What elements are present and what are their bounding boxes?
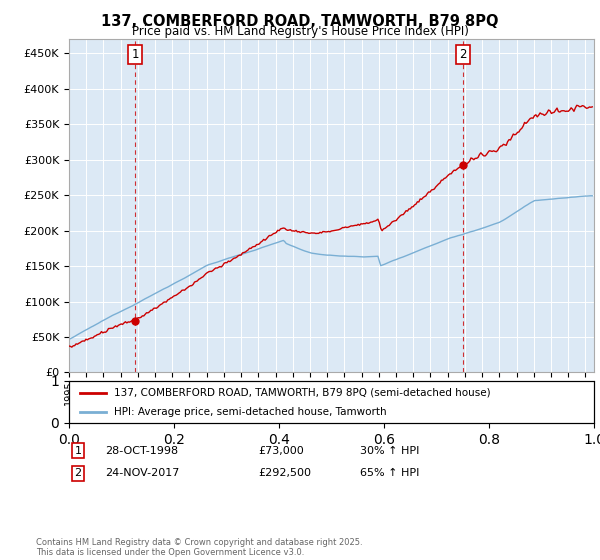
Text: Price paid vs. HM Land Registry's House Price Index (HPI): Price paid vs. HM Land Registry's House … <box>131 25 469 38</box>
Text: Contains HM Land Registry data © Crown copyright and database right 2025.
This d: Contains HM Land Registry data © Crown c… <box>36 538 362 557</box>
Text: 28-OCT-1998: 28-OCT-1998 <box>105 446 178 456</box>
Text: 24-NOV-2017: 24-NOV-2017 <box>105 468 179 478</box>
Text: 137, COMBERFORD ROAD, TAMWORTH, B79 8PQ: 137, COMBERFORD ROAD, TAMWORTH, B79 8PQ <box>101 14 499 29</box>
Text: 30% ↑ HPI: 30% ↑ HPI <box>360 446 419 456</box>
Text: 2: 2 <box>460 48 467 60</box>
Text: 65% ↑ HPI: 65% ↑ HPI <box>360 468 419 478</box>
Text: 1: 1 <box>74 446 82 456</box>
Text: HPI: Average price, semi-detached house, Tamworth: HPI: Average price, semi-detached house,… <box>113 407 386 417</box>
Text: £73,000: £73,000 <box>258 446 304 456</box>
Text: 2: 2 <box>74 468 82 478</box>
Text: 1: 1 <box>131 48 139 60</box>
Text: £292,500: £292,500 <box>258 468 311 478</box>
Text: 137, COMBERFORD ROAD, TAMWORTH, B79 8PQ (semi-detached house): 137, COMBERFORD ROAD, TAMWORTH, B79 8PQ … <box>113 388 490 398</box>
